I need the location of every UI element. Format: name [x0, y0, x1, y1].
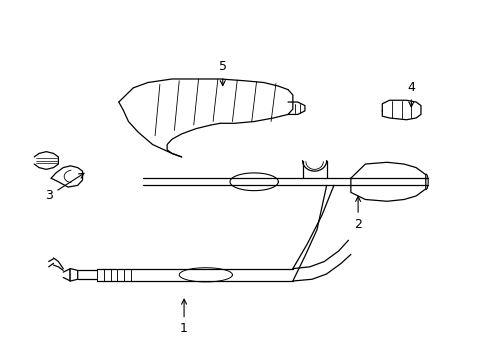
Text: 1: 1	[180, 299, 187, 336]
Text: 2: 2	[353, 197, 361, 231]
Text: 5: 5	[218, 60, 226, 86]
Text: 3: 3	[45, 173, 84, 202]
Text: 4: 4	[407, 81, 414, 107]
